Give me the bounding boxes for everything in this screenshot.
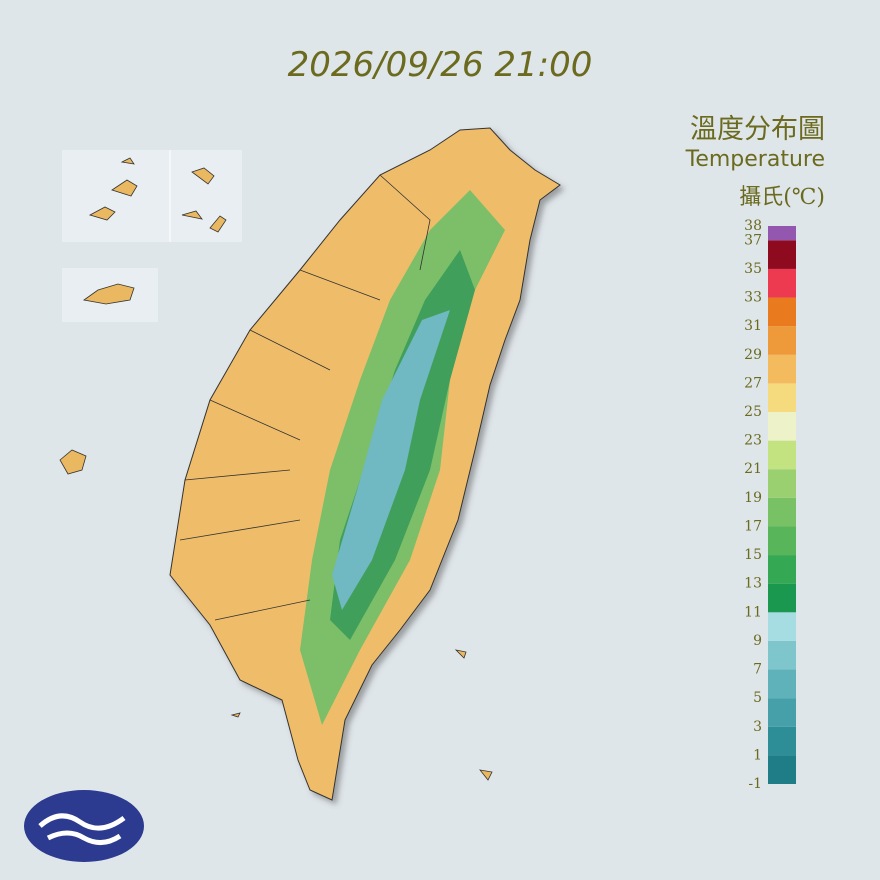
legend-swatch bbox=[768, 640, 796, 670]
legend-tick-label: 33 bbox=[744, 290, 762, 306]
legend-swatch bbox=[768, 497, 796, 527]
legend-tick-label: 35 bbox=[744, 261, 762, 277]
legend-tick-label: 31 bbox=[744, 318, 762, 334]
legend-tick-label: 7 bbox=[753, 662, 762, 678]
legend-tick-label: 27 bbox=[744, 375, 762, 391]
legend-swatch bbox=[768, 412, 796, 441]
taiwan bbox=[169, 127, 561, 801]
county-border bbox=[179, 174, 431, 621]
legend-swatch bbox=[768, 669, 796, 699]
legend-swatch bbox=[768, 555, 796, 584]
legend-tick-label: 37 bbox=[744, 232, 762, 248]
logo-wave bbox=[38, 813, 126, 845]
cold-zone bbox=[332, 310, 450, 610]
legend-swatch bbox=[768, 297, 796, 327]
island bbox=[181, 167, 227, 233]
legend-tick-label: 3 bbox=[753, 719, 762, 735]
legend-subtitle: Temperature bbox=[685, 147, 825, 172]
legend-swatch bbox=[768, 755, 796, 784]
legend-swatch bbox=[768, 383, 796, 412]
legend-tick-label: 21 bbox=[744, 461, 762, 477]
legend-swatch bbox=[768, 469, 796, 498]
legend-tick-label: 13 bbox=[744, 576, 762, 592]
legend-swatch bbox=[768, 440, 796, 470]
island bbox=[88, 157, 138, 221]
legend-swatch bbox=[768, 226, 796, 241]
legend-tick-label: 5 bbox=[753, 690, 762, 706]
legend-unit: 攝氏(℃) bbox=[739, 185, 825, 210]
legend-tick-label: 1 bbox=[753, 747, 762, 763]
island bbox=[82, 283, 135, 305]
legend-swatch bbox=[768, 354, 796, 384]
legend-swatch bbox=[768, 240, 796, 269]
legend-swatch bbox=[768, 726, 796, 756]
island bbox=[59, 449, 493, 781]
timestamp: 2026/09/26 21:00 bbox=[288, 45, 593, 85]
legend-tick-label: -1 bbox=[748, 776, 762, 792]
legend-tick-label: 11 bbox=[744, 604, 762, 620]
legend-tick-label: 38 bbox=[744, 218, 762, 234]
legend-swatch bbox=[768, 583, 796, 613]
legend-swatch bbox=[768, 612, 796, 641]
legend-tick-label: 25 bbox=[744, 404, 762, 420]
legend-tick-label: 19 bbox=[744, 490, 762, 506]
legend-title: 溫度分布圖 bbox=[690, 114, 825, 145]
legend-swatch bbox=[768, 698, 796, 727]
legend-swatch bbox=[768, 268, 796, 298]
legend-tick-label: 23 bbox=[744, 433, 762, 449]
legend-tick-label: 29 bbox=[744, 347, 762, 363]
legend-tick-label: 17 bbox=[744, 518, 762, 534]
legend-swatch bbox=[768, 326, 796, 355]
legend-tick-label: 9 bbox=[753, 633, 762, 649]
legend-tick-label: 15 bbox=[744, 547, 762, 563]
legend-swatch bbox=[768, 526, 796, 556]
